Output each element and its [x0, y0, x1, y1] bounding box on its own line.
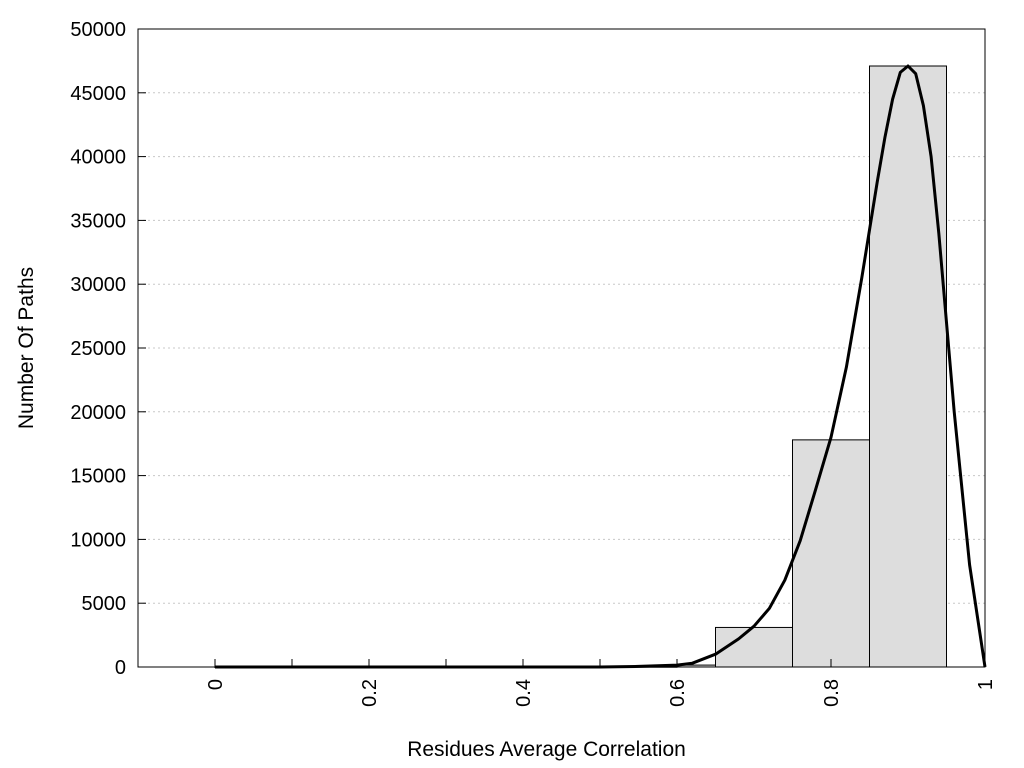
y-tick-label: 25000 — [70, 338, 126, 360]
y-tick-label: 10000 — [70, 529, 126, 551]
x-tick-label: 0.6 — [667, 679, 689, 707]
x-tick-label: 1 — [975, 679, 997, 690]
y-tick-label: 35000 — [70, 210, 126, 232]
y-tick-label: 45000 — [70, 83, 126, 105]
y-tick-label: 40000 — [70, 147, 126, 169]
y-tick-label: 5000 — [82, 593, 127, 615]
y-tick-label: 0 — [115, 657, 126, 679]
x-tick-label: 0.2 — [359, 679, 381, 707]
x-axis-label: Residues Average Correlation — [407, 738, 686, 761]
y-tick-label: 50000 — [70, 19, 126, 41]
y-tick-label: 15000 — [70, 466, 126, 488]
x-tick-label: 0.4 — [513, 679, 535, 707]
x-tick-label: 0.8 — [821, 679, 843, 707]
y-tick-label: 30000 — [70, 274, 126, 296]
y-axis-ticks: 0 5000 10000 15000 20000 25000 30000 35000 40000… — [70, 19, 146, 679]
x-axis-ticks: 0 0.2 0.4 0.6 0.8 1 — [205, 659, 997, 707]
fit-curve — [215, 64, 987, 669]
fit-curve-line — [215, 64, 987, 669]
y-axis-label: Number Of Paths — [15, 267, 38, 429]
y-tick-label: 20000 — [70, 402, 126, 424]
histogram-bar — [792, 439, 870, 668]
histogram-bars — [214, 65, 947, 668]
x-tick-label: 0 — [205, 679, 227, 690]
